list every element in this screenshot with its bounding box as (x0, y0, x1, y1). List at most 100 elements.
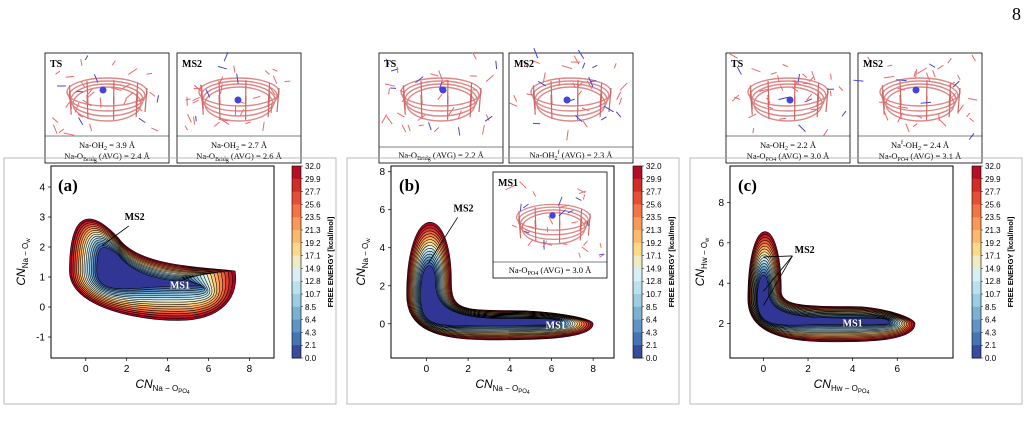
svg-text:Na-OH2f (AVG) = 2.3 Å: Na-OH2f (AVG) = 2.3 Å (529, 149, 613, 162)
colorbar-b: 32.0 29.9 27.7 25.6 23.5 21.3 19.2 17.1 14.9 12.8… (632, 162, 676, 363)
y-tick-label: 2 (39, 243, 45, 254)
inset-title: MS2 (182, 59, 202, 70)
molecule-structure-image (729, 53, 847, 136)
contour-band (417, 256, 567, 329)
colorbar-band (972, 178, 981, 193)
x-tick-label: 6 (894, 364, 900, 375)
x-tick-label: 2 (805, 364, 811, 375)
inset-ms2-a: MS2 Na-OH2 = 2.7 Å Na-OBridg (AVG) = 2.6… (176, 51, 302, 164)
colorbar-tick-label: 14.9 (646, 264, 662, 273)
x-axis-label: CNNa − OPO4 (135, 377, 190, 396)
colorbar-tick-label: 8.5 (305, 303, 317, 312)
colorbar-band (292, 332, 301, 346)
molecule-structure-image (51, 55, 159, 136)
inset-ts-a: TS Na-OH2 = 3.9 Å Na-OBridg (AVG) = 2.4 … (44, 52, 170, 164)
y-tick-label: 2 (718, 319, 724, 330)
colorbar-band (633, 242, 642, 257)
annotation-ms2: MS2 (454, 204, 474, 215)
x-tick-label: 4 (165, 364, 171, 375)
colorbar-band (972, 332, 981, 346)
inset-ts-b: TS Na-OBridg (AVG) = 2.2 Å (378, 52, 504, 164)
page-number: 8 (1012, 4, 1021, 24)
colorbar-band (972, 166, 981, 180)
colorbar-band (972, 204, 981, 218)
colorbar-tick-label: 0.0 (985, 354, 997, 363)
x-axis-label: CNNa − OPO4 (475, 377, 530, 396)
colorbar-band (292, 166, 301, 180)
y-tick-label: 8 (718, 198, 724, 209)
x-tick-label: 0 (761, 364, 767, 375)
colorbar-band (633, 166, 642, 180)
colorbar-tick-label: 29.9 (646, 175, 662, 184)
panel-a-frame (3, 157, 337, 405)
colorbar-tick-label: 6.4 (646, 316, 658, 325)
annotation-ms2: MS2 (795, 245, 815, 256)
colorbar-tick-label: 6.4 (305, 316, 317, 325)
colorbar-tick-label: 17.1 (646, 252, 662, 261)
colorbar-c: 32.0 29.9 27.7 25.6 23.5 21.3 19.2 17.1 14.9 12.8… (971, 162, 1015, 363)
annotation-arrow (763, 255, 793, 306)
colorbar-band (972, 294, 981, 308)
colorbar-tick-label: 29.9 (985, 175, 1001, 184)
colorbar-band (972, 217, 981, 231)
inset-title: TS (50, 59, 63, 70)
colorbar-tick-label: 17.1 (985, 252, 1001, 261)
inset-title: MS2 (514, 59, 534, 70)
colorbar-tick-label: 14.9 (985, 264, 1001, 273)
colorbar-band (292, 294, 301, 308)
colorbar-tick-label: 23.5 (985, 213, 1001, 222)
colorbar-tick-label: 21.3 (985, 226, 1001, 235)
colorbar-band (633, 345, 642, 359)
colorbar-tick-label: 27.7 (305, 188, 321, 197)
colorbar-band (292, 242, 301, 257)
colorbar-tick-label: 29.9 (305, 175, 321, 184)
inset-ts-c: TS Na-OH2 = 2.2 Å Na-OPO4 (AVG) = 3.0 Å (725, 52, 851, 164)
colorbar-tick-label: 25.6 (305, 200, 321, 209)
panel-b-frame (346, 157, 680, 405)
colorbar-band (292, 281, 301, 295)
inset-title: MS1 (498, 178, 518, 189)
colorbar-tick-label: 10.7 (305, 290, 321, 299)
colorbar-band (633, 178, 642, 193)
molecule-structure-image (509, 47, 628, 141)
colorbar-band (972, 242, 981, 257)
colorbar-band (972, 345, 981, 359)
panel-c-frame (689, 157, 1023, 405)
panel-a: TS Na-OH2 = 3.9 Å Na-OBridg (AVG) = 2.4 … (0, 0, 343, 421)
contour-band (757, 274, 890, 326)
colorbar-tick-label: 14.9 (305, 264, 321, 273)
colorbar-tick-label: 2.1 (985, 341, 997, 350)
panel-label: (c) (738, 176, 757, 195)
contour-band (420, 265, 560, 326)
colorbar-band (633, 217, 642, 231)
colorbar-tick-label: 8.5 (985, 303, 997, 312)
colorbar-band (292, 268, 301, 282)
inset-ms1-b: MS1 Na-OPO4 (AVG) = 3.0 Å (492, 171, 608, 279)
colorbar-band (292, 319, 301, 333)
colorbar-tick-label: 12.8 (305, 277, 321, 286)
y-tick-label: -1 (36, 333, 45, 344)
colorbar-tick-label: 8.5 (646, 303, 658, 312)
annotation-arrow (101, 225, 129, 246)
svg-text:Na-OH2 = 2.2 Å: Na-OH2 = 2.2 Å (760, 140, 817, 152)
colorbar-band (633, 255, 642, 269)
y-tick-label: 0 (379, 319, 385, 330)
colorbar-tick-label: 32.0 (646, 162, 662, 171)
colorbar-tick-label: 25.6 (646, 200, 662, 209)
colorbar-band (292, 345, 301, 359)
colorbar-tick-label: 25.6 (985, 200, 1001, 209)
y-axis-label: CNNa − Ow (14, 238, 32, 286)
colorbar-band (633, 268, 642, 282)
colorbar-tick-label: 19.2 (305, 239, 321, 248)
colorbar-band (633, 319, 642, 333)
colorbar-title: FREE ENERGY [kcal/mol] (667, 216, 676, 307)
molecule-structure-image (853, 54, 978, 140)
colorbar-tick-label: 0.0 (646, 354, 658, 363)
annotation-ms1: MS1 (843, 319, 863, 330)
panel-label: (a) (58, 176, 78, 195)
colorbar-tick-label: 2.1 (646, 341, 658, 350)
annotation-ms2: MS2 (125, 212, 145, 223)
x-tick-label: 0 (424, 364, 430, 375)
colorbar-tick-label: 10.7 (985, 290, 1001, 299)
molecule-structure-image (381, 52, 498, 136)
